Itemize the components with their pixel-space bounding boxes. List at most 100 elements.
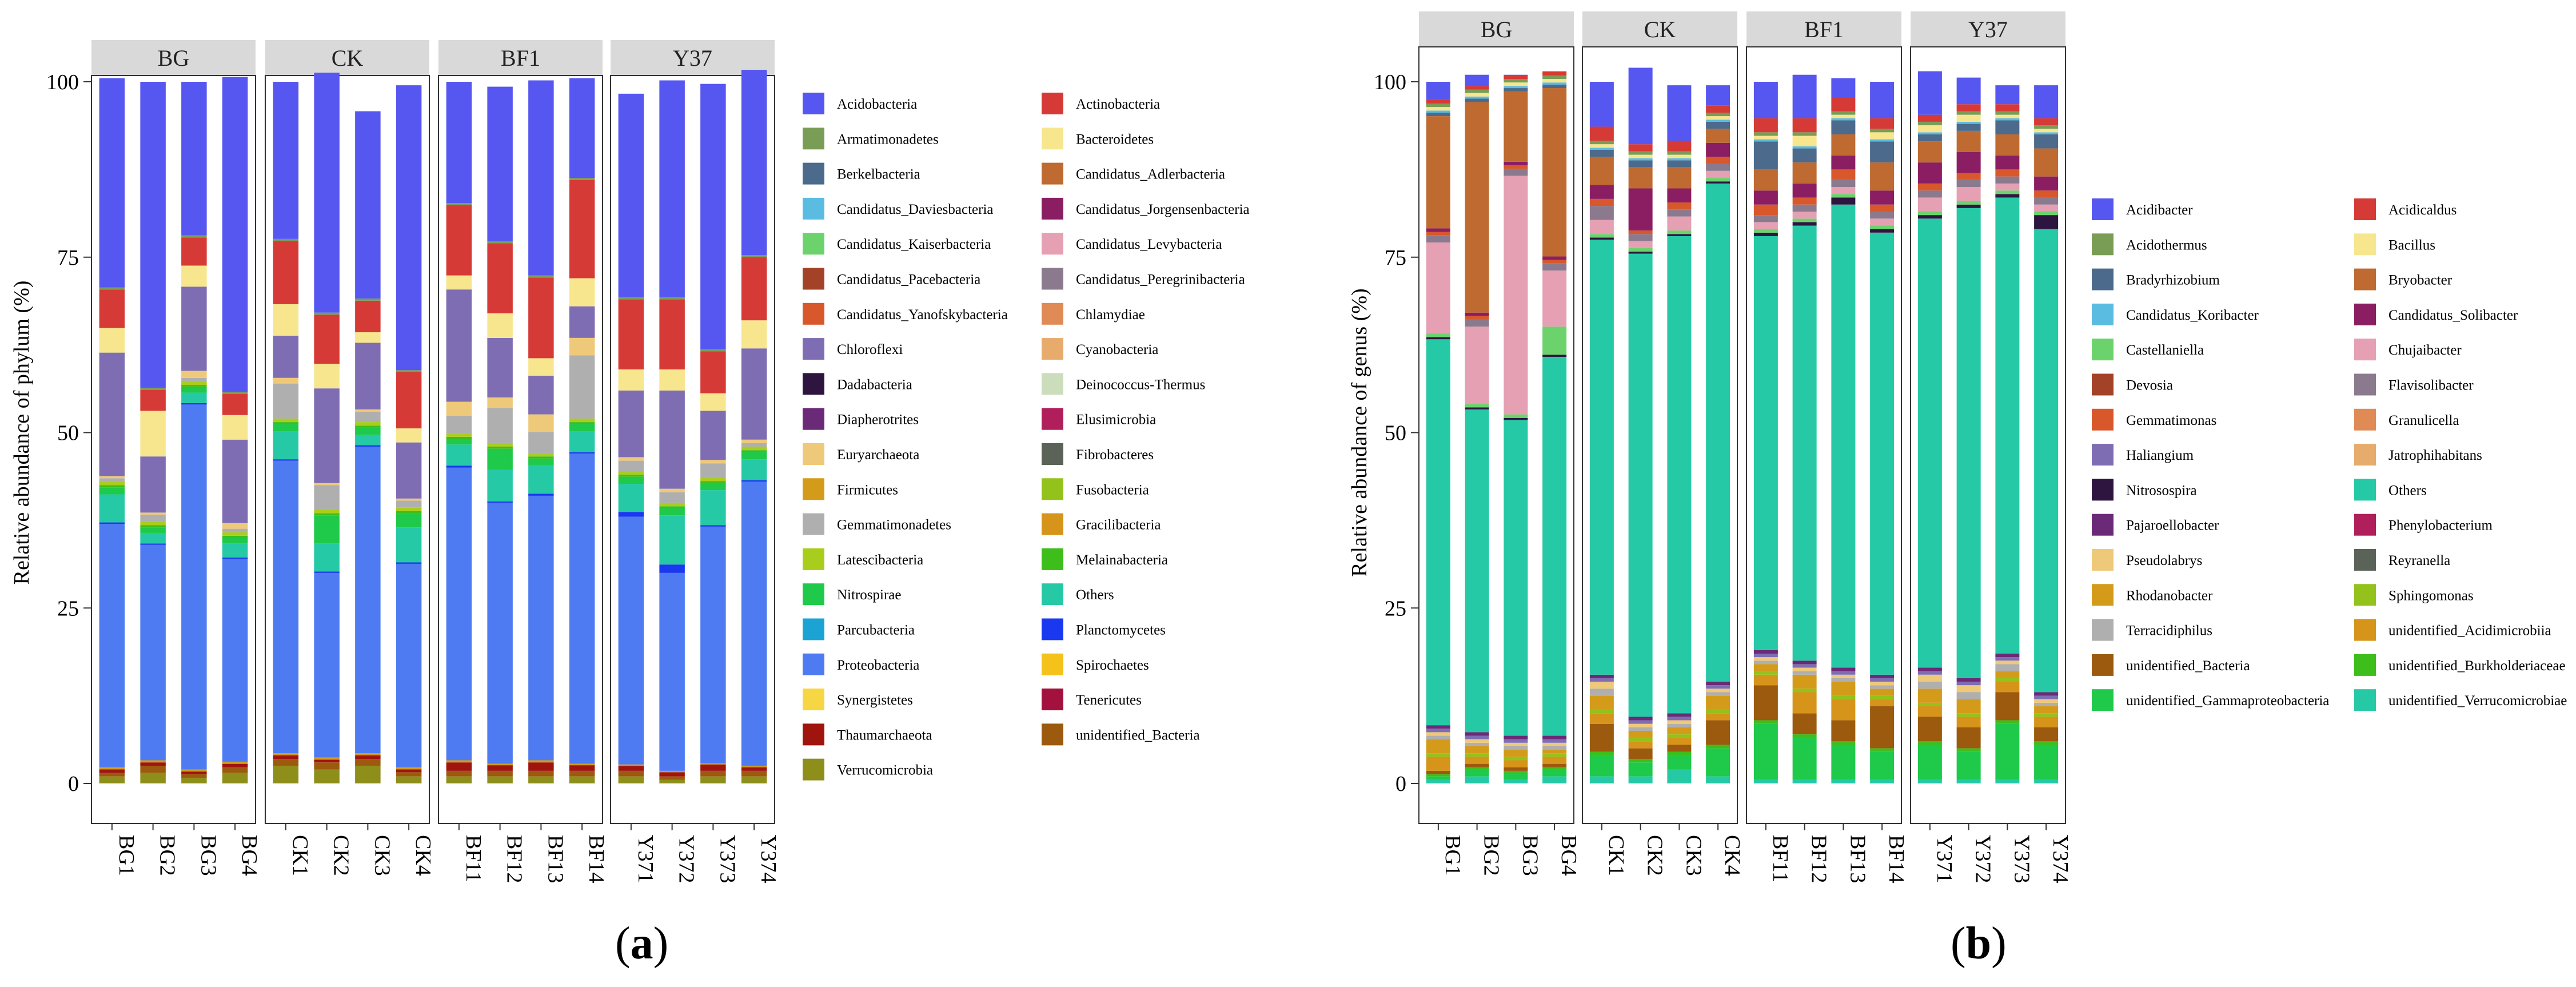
- phylum-legend-label-elusimicrobia: Elusimicrobia: [1076, 412, 1156, 428]
- genus-bar-bg2-castellaniella: [1465, 404, 1489, 408]
- phylum-bar-bg4-armatimonadetes: [222, 392, 248, 395]
- phylum-legend-key-latescibacteria: [803, 548, 824, 570]
- phylum-bar-y374-actinobacteria: [741, 257, 767, 321]
- genus-bar-bf14-flavisolibacter: [1870, 211, 1895, 219]
- phylum-bar-y373-unidentified-bacteria: [700, 770, 726, 777]
- genus-bar-y371-castellaniella: [1917, 211, 1942, 216]
- phylum-bar-y372-latescibacteria: [659, 503, 685, 507]
- phylum-bar-bf12-planctomycetes: [487, 501, 513, 503]
- genus-bar-y372-unidentified-burkholderiaceae: [1956, 748, 1981, 752]
- genus-bar-bg3-unidentified-acidimicrobiia: [1504, 760, 1528, 767]
- genus-bar-ck4-candidatus-koribacter: [1706, 120, 1730, 122]
- phylum-bar-ck2-melainabacteria: [314, 513, 340, 516]
- phylum-bar-bf12-bacteroidetes: [487, 313, 513, 338]
- genus-bar-y371-unidentified-burkholderiaceae: [1917, 741, 1942, 745]
- phylum-bar-bf13-latescibacteria: [528, 453, 554, 457]
- genus-bar-y373-unidentified-bacteria: [1995, 692, 2020, 721]
- genus-bar-y372-unidentified-bacteria: [1956, 727, 1981, 749]
- genus-bar-bg1-candidatus-koribacter: [1426, 110, 1450, 113]
- genus-bar-y372-acidibacter: [1956, 77, 1981, 105]
- genus-bar-bf14-acidicaldus: [1870, 118, 1895, 129]
- genus-bar-bg4-unidentified-burkholderiaceae: [1542, 767, 1567, 770]
- phylum-bar-y374-euryarchaeota: [741, 439, 767, 443]
- phylum-bar-y374-acidobacteria: [741, 70, 767, 256]
- genus-bar-bf14-bradyrhizobium: [1870, 141, 1895, 163]
- genus-bar-y372-gemmatimonas: [1956, 173, 1981, 180]
- genus-legend-label-gemmatimonas: Gemmatimonas: [2126, 413, 2216, 428]
- genus-bar-bf13-unidentified-acidimicrobiia: [1831, 699, 1856, 721]
- phylum-legend-label-dadabacteria: Dadabacteria: [837, 377, 912, 392]
- genus-legend-label-haliangium: Haliangium: [2126, 448, 2194, 463]
- phylum-legend-label-planctomycetes: Planctomycetes: [1076, 623, 1166, 638]
- genus-legend-key-unidentified-bacteria: [2092, 654, 2114, 676]
- phylum-bar-y371-unidentified-bacteria: [618, 770, 644, 777]
- genus-bar-y373-acidibacter: [1995, 85, 2020, 105]
- phylum-bar-ck2-thaumarchaeota: [314, 759, 340, 763]
- genus-bar-bf13-unidentified-verrucomicrobiae: [1831, 779, 1856, 783]
- genus-y-tick-label: 100: [1374, 70, 1406, 94]
- genus-bar-bf12-terracidiphilus: [1792, 671, 1817, 675]
- phylum-legend-label-fibrobacteres: Fibrobacteres: [1076, 447, 1154, 463]
- phylum-bar-bg3-actinobacteria: [181, 237, 207, 266]
- genus-legend-label-unidentified-verrucomicrobiae: unidentified_Verrucomicrobiae: [2388, 693, 2567, 709]
- phylum-bar-y372-firmicutes: [659, 770, 685, 773]
- phylum-bar-y373-bacteroidetes: [700, 393, 726, 411]
- genus-bar-ck3-others: [1667, 236, 1692, 714]
- phylum-legend-key-deinococcus-thermus: [1042, 373, 1063, 395]
- phylum-bar-bg2-proteobacteria: [140, 544, 166, 761]
- genus-bar-bf12-acidicaldus: [1792, 118, 1817, 133]
- genus-bar-y372-unidentified-verrucomicrobiae: [1956, 779, 1981, 783]
- genus-bar-y372-nitrosospira: [1956, 204, 1981, 208]
- phylum-bar-ck4-firmicutes: [396, 767, 422, 770]
- genus-bar-ck4-terracidiphilus: [1706, 692, 1730, 696]
- genus-bar-y371-chujaibacter: [1917, 197, 1942, 212]
- phylum-bar-ck1-actinobacteria: [273, 241, 299, 304]
- phylum-bar-bg4-bacteroidetes: [222, 415, 248, 440]
- genus-bar-ck3-bradyrhizobium: [1667, 160, 1692, 168]
- genus-bar-bf13-sphingomonas: [1831, 695, 1856, 699]
- phylum-bar-y371-planctomycetes: [618, 512, 644, 517]
- genus-bar-bg2-haliangium: [1465, 735, 1489, 739]
- genus-bar-ck4-unidentified-gammaproteobacteria: [1706, 748, 1730, 777]
- genus-bar-bf14-candidatus-koribacter: [1870, 139, 1895, 142]
- phylum-legend-key-candidatus-kaiserbacteria: [803, 233, 824, 255]
- genus-bar-bg4-acidibacter: [1542, 71, 1567, 72]
- genus-bar-bg2-unidentified-burkholderiaceae: [1465, 767, 1489, 770]
- genus-bar-bg3-bryobacter: [1504, 91, 1528, 162]
- genus-legend-label-acidibacter: Acidibacter: [2126, 202, 2193, 218]
- phylum-bar-bf11-proteobacteria: [446, 467, 472, 761]
- genus-bar-bf13-terracidiphilus: [1831, 678, 1856, 682]
- genus-bar-bf11-pseudolabrys: [1753, 657, 1778, 661]
- genus-bar-ck1-pseudolabrys: [1589, 682, 1614, 689]
- phylum-bar-ck4-thaumarchaeota: [396, 769, 422, 773]
- phylum-bar-bf13-chloroflexi: [528, 376, 554, 415]
- genus-bar-bf12-haliangium: [1792, 664, 1817, 668]
- phylum-bar-bf11-others: [446, 444, 472, 466]
- phylum-bar-ck1-melainabacteria: [273, 422, 299, 424]
- genus-bar-bf11-unidentified-bacteria: [1753, 685, 1778, 721]
- genus-bar-bf13-candidatus-koribacter: [1831, 118, 1856, 121]
- genus-legend-label-jatrophihabitans: Jatrophihabitans: [2388, 448, 2482, 463]
- phylum-legend-label-parcubacteria: Parcubacteria: [837, 623, 915, 638]
- genus-bar-ck2-chujaibacter: [1628, 241, 1653, 248]
- phylum-bar-bf13-thaumarchaeota: [528, 762, 554, 771]
- phylum-bar-ck4-gemmatimonadetes: [396, 500, 422, 508]
- genus-bar-bf14-unidentified-burkholderiaceae: [1870, 748, 1895, 752]
- genus-bar-y374-rhodanobacter: [2034, 706, 2059, 714]
- genus-bar-y371-acidothermus: [1917, 121, 1942, 126]
- phylum-bar-bg4-latescibacteria: [222, 532, 248, 536]
- phylum-bar-y372-bacteroidetes: [659, 369, 685, 391]
- genus-legend-label-pajaroellobacter: Pajaroellobacter: [2126, 518, 2219, 534]
- genus-bar-bg4-acidothermus: [1542, 75, 1567, 79]
- genus-bar-bg1-bryobacter: [1426, 116, 1450, 229]
- genus-bar-bf13-rhodanobacter: [1831, 682, 1856, 696]
- genus-bar-bg1-castellaniella: [1426, 333, 1450, 337]
- genus-bar-bf11-gemmatimonas: [1753, 204, 1778, 216]
- phylum-bar-ck2-bacteroidetes: [314, 364, 340, 389]
- genus-bar-bg1-pseudolabrys: [1426, 732, 1450, 736]
- genus-bar-bg2-unidentified-verrucomicrobiae: [1465, 776, 1489, 783]
- phylum-bar-bg2-armatimonadetes: [140, 387, 166, 390]
- phylum-bar-ck1-proteobacteria: [273, 460, 299, 754]
- phylum-legend-label-candidatus-peregrinibacteria: Candidatus_Peregrinibacteria: [1076, 272, 1245, 288]
- phylum-bar-bg3-verrucomicrobia: [181, 778, 207, 783]
